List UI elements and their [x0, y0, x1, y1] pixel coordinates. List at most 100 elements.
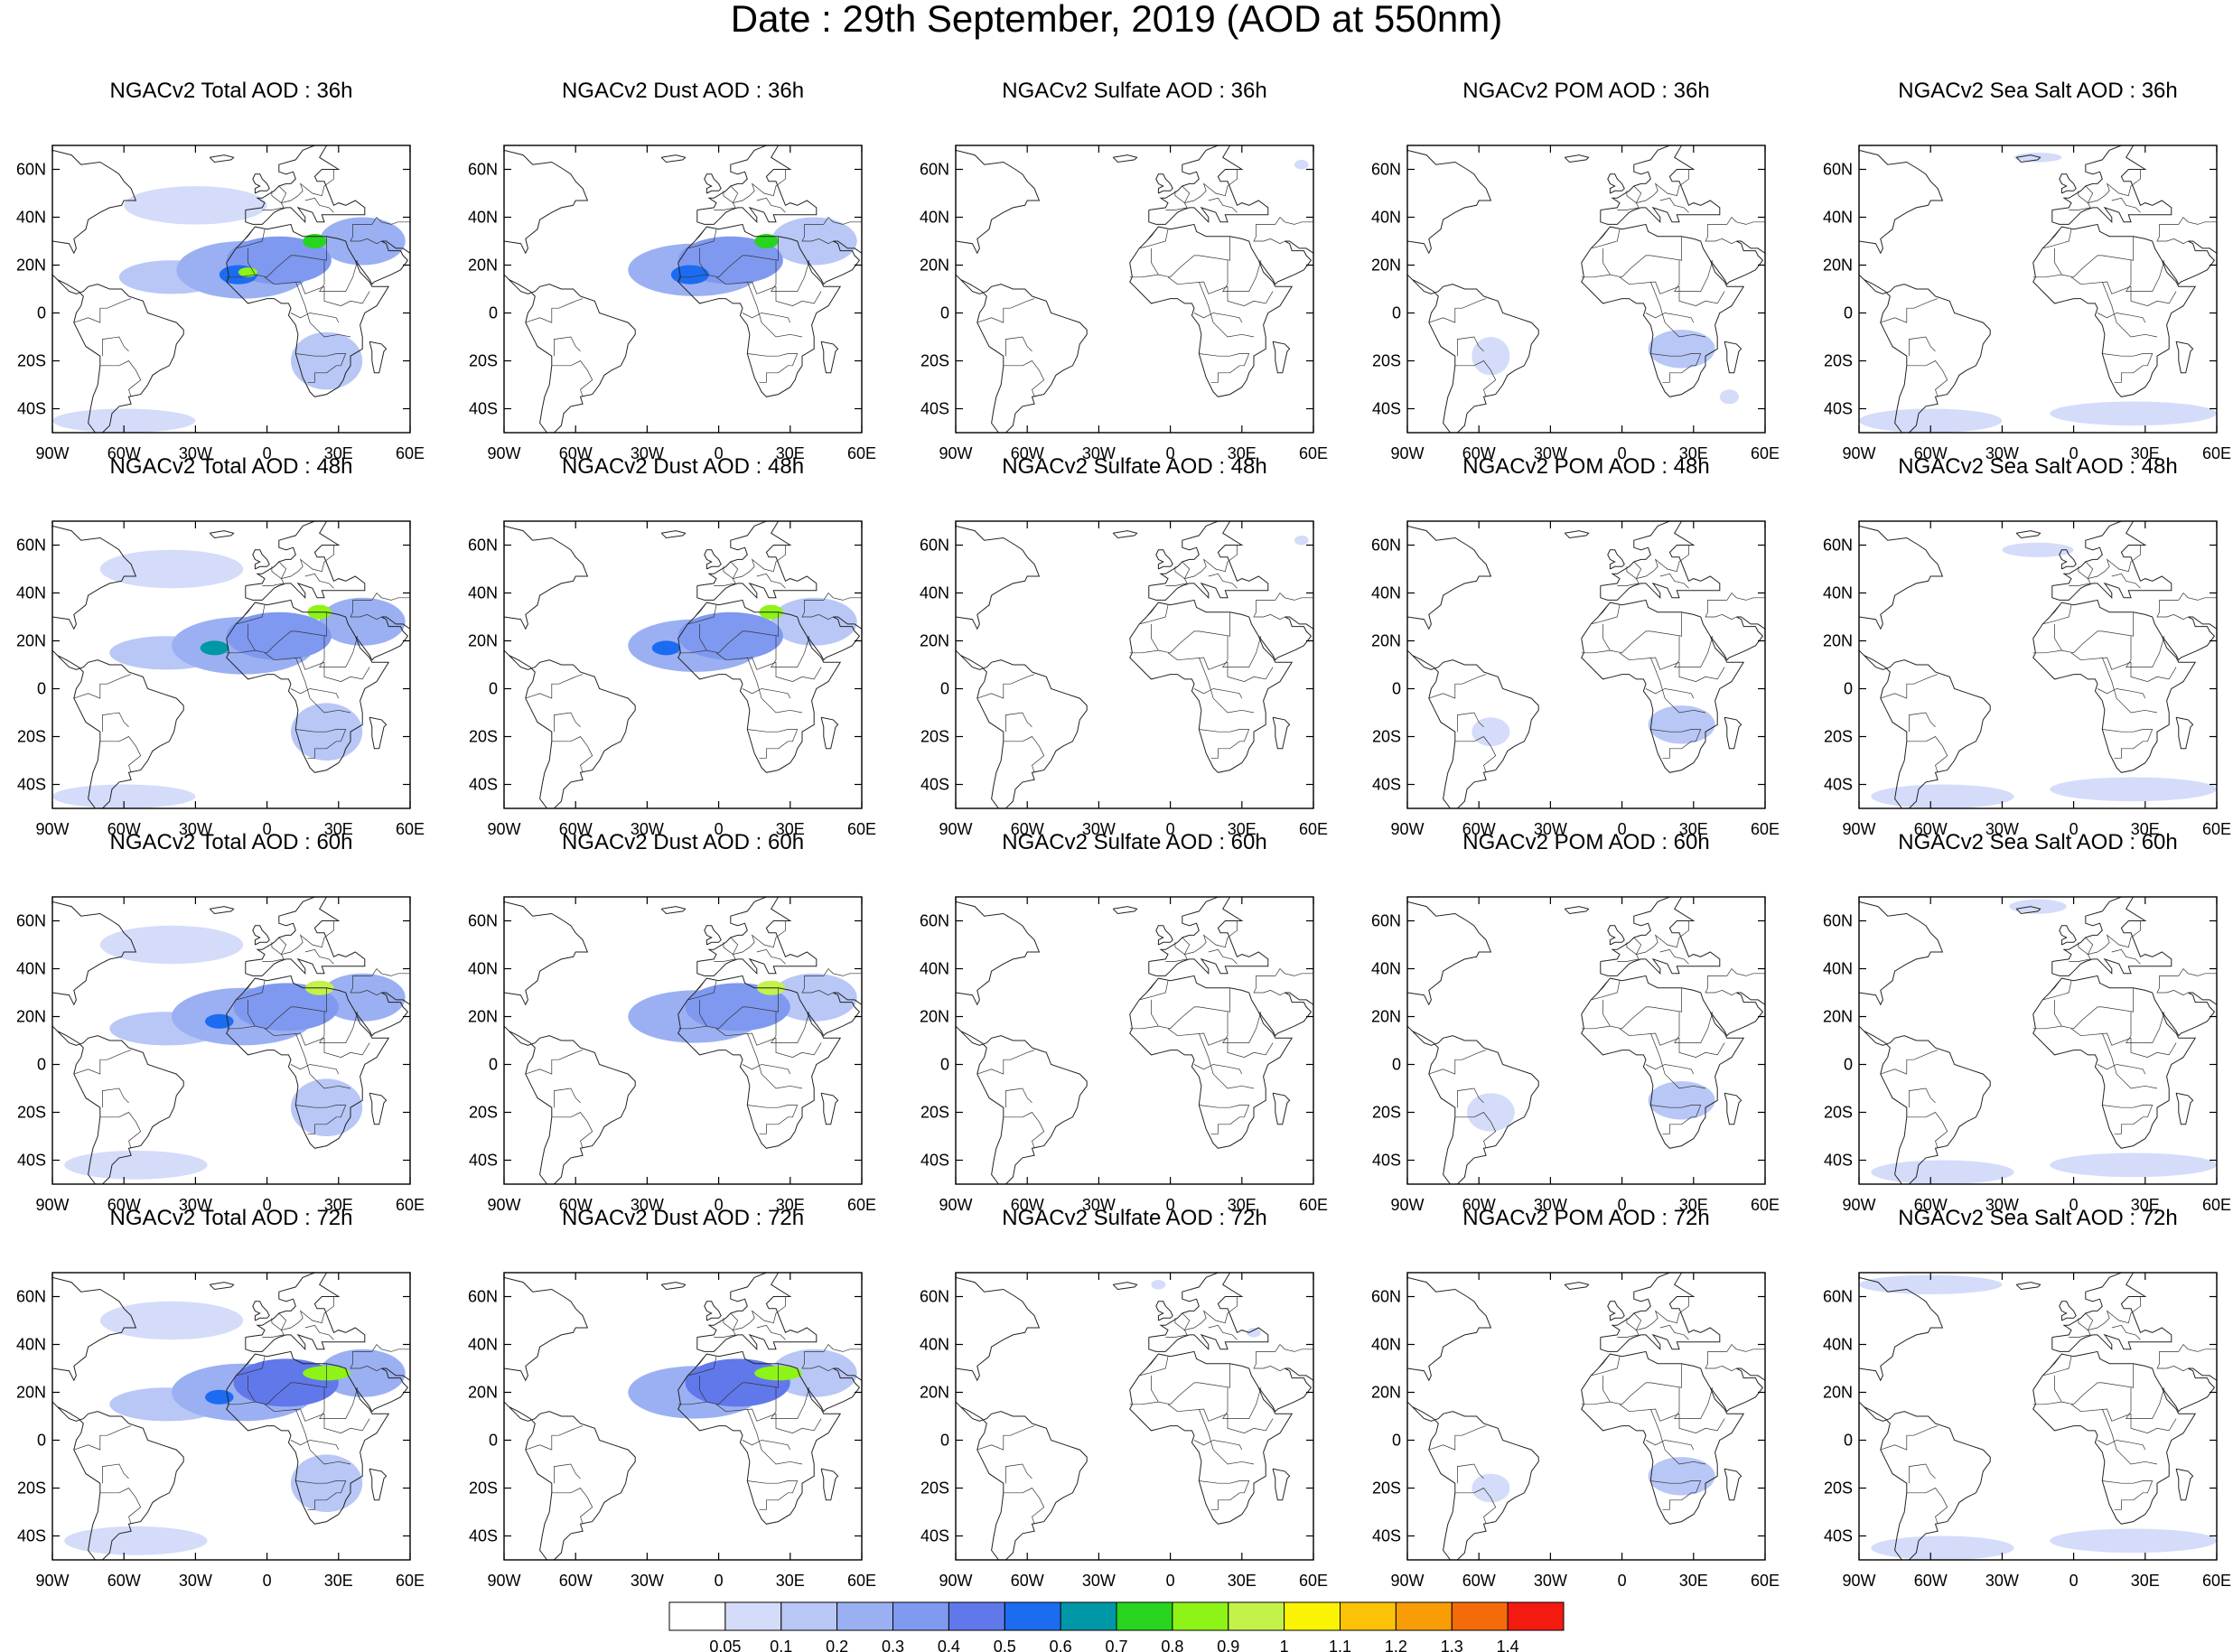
aod-blob — [1151, 1280, 1166, 1290]
lon-tick-label: 90W — [35, 1196, 69, 1210]
lat-tick-label: 20S — [469, 1479, 498, 1498]
lon-tick-label: 60W — [107, 1196, 141, 1210]
map-plot: 90W 60W 30W 0 30E 60E 60N 40N 20N 0 20S 40S — [16, 145, 425, 459]
lon-tick-label: 60W — [1462, 1196, 1496, 1210]
aod-blob — [205, 1389, 234, 1405]
lat-tick-label: 40N — [1823, 584, 1853, 602]
lon-tick-label: 0 — [1618, 820, 1627, 835]
lon-tick-label: 90W — [487, 444, 520, 459]
lon-tick-label: 30E — [1228, 1196, 1257, 1210]
coastlines — [1859, 897, 2217, 1184]
coastlines — [1859, 1273, 2217, 1560]
aod-blob — [670, 265, 709, 285]
lat-tick-label: 40N — [16, 584, 46, 602]
panel-title: NGACv2 Dust AOD : 48h — [561, 454, 805, 479]
coastlines — [956, 1273, 1313, 1560]
lon-tick-label: 60W — [1011, 820, 1044, 835]
panel-title: NGACv2 Total AOD : 36h — [109, 79, 353, 103]
panel-title: NGACv2 Dust AOD : 36h — [561, 79, 805, 103]
aod-blob — [1467, 1093, 1515, 1132]
lon-tick-label: 30E — [776, 444, 805, 459]
map-panel-seasalt-48h: NGACv2 Sea Salt AOD : 48h 90W 60W 30W 0 30E 60… — [1807, 455, 2233, 835]
map-plot: 90W 60W 30W 0 30E 60E 60N 40N 20N 0 20S 40S — [1823, 145, 2231, 459]
lat-tick-label: 60N — [468, 912, 498, 930]
lon-tick-label: 90W — [1390, 820, 1424, 835]
lon-tick-label: 60W — [1914, 820, 1948, 835]
lon-tick-label: 60W — [1011, 444, 1044, 459]
coastlines — [1407, 145, 1765, 433]
lon-tick-label: 30W — [1082, 820, 1116, 835]
lat-tick-label: 60N — [1823, 537, 1853, 555]
aod-blob — [677, 611, 783, 660]
lat-tick-label: 40S — [1824, 400, 1853, 418]
lon-tick-label: 0 — [263, 444, 272, 459]
aod-blob — [52, 408, 196, 433]
lon-tick-label: 0 — [715, 820, 724, 835]
aod-blob — [685, 1358, 790, 1407]
aod-blob — [64, 1150, 208, 1180]
country-borders — [976, 169, 1313, 397]
country-borders — [1880, 920, 2217, 1149]
lat-tick-label: 20N — [1371, 1008, 1401, 1026]
map-plot: 90W 60W 30W 0 30E 60E 60N 40N 20N 0 20S 40S — [16, 520, 425, 835]
coastlines — [956, 145, 1313, 433]
lon-tick-label: 90W — [1842, 444, 1875, 459]
lat-tick-label: 40N — [16, 960, 46, 978]
lon-tick-label: 60W — [107, 1572, 141, 1586]
lat-tick-label: 20N — [1823, 1384, 1853, 1402]
lon-tick-label: 60E — [2202, 444, 2231, 459]
lat-tick-label: 20S — [17, 728, 46, 746]
lon-tick-label: 30W — [1985, 1196, 2019, 1210]
lat-tick-label: 40N — [468, 1336, 498, 1354]
aod-field — [628, 1349, 857, 1419]
lat-tick-label: 60N — [1371, 161, 1401, 179]
coastlines — [52, 897, 410, 1184]
country-borders — [1880, 545, 2217, 773]
lat-tick-label: 40S — [1372, 1152, 1401, 1170]
aod-blob — [2050, 1528, 2217, 1554]
coastlines — [504, 1273, 862, 1560]
lon-tick-label: 60E — [847, 820, 876, 835]
lon-tick-label: 60W — [1914, 444, 1948, 459]
lon-tick-label: 60E — [2202, 1572, 2231, 1586]
lat-tick-label: 20S — [1372, 728, 1401, 746]
lat-tick-label: 40S — [920, 400, 949, 418]
lat-tick-label: 20S — [17, 1479, 46, 1498]
map-panel-pom-48h: NGACv2 POM AOD : 48h 90W 60W 30W 0 30E 60E 60N 4… — [1355, 454, 1807, 835]
aod-field — [1472, 330, 1739, 405]
lat-tick-label: 20S — [1824, 1479, 1853, 1498]
panel-title: NGACv2 POM AOD : 48h — [1462, 454, 1710, 479]
aod-blob — [685, 983, 790, 1031]
panel-title: NGACv2 POM AOD : 36h — [1462, 79, 1710, 103]
aod-blob — [64, 1526, 208, 1555]
lat-tick-label: 20S — [920, 728, 949, 746]
lon-tick-label: 30E — [776, 820, 805, 835]
lon-tick-label: 60E — [1299, 820, 1328, 835]
lon-tick-label: 30E — [2131, 444, 2160, 459]
lat-tick-label: 60N — [16, 161, 46, 179]
lat-tick-label: 40S — [17, 1152, 46, 1170]
lon-tick-label: 30E — [324, 1196, 353, 1210]
lat-tick-label: 40N — [920, 960, 949, 978]
map-panel-dust-36h: NGACv2 Dust AOD : 36h 90W 60W 30W 0 30E 60E 60N… — [452, 79, 903, 460]
lon-tick-label: 30E — [1679, 1196, 1708, 1210]
lon-tick-label: 60W — [559, 444, 593, 459]
aod-blob — [1859, 408, 2003, 433]
lon-tick-label: 30W — [1082, 1196, 1116, 1210]
aod-blob — [1294, 159, 1309, 170]
lon-tick-label: 30E — [1679, 820, 1708, 835]
aod-blob — [99, 925, 244, 965]
lat-tick-label: 0 — [489, 1056, 498, 1074]
lon-tick-label: 30W — [631, 1572, 664, 1586]
lat-tick-label: 40N — [1823, 209, 1853, 227]
lat-tick-label: 60N — [16, 537, 46, 555]
lon-tick-label: 30W — [1534, 820, 1567, 835]
lon-tick-label: 0 — [263, 1572, 272, 1586]
coastlines — [1859, 145, 2217, 433]
lon-tick-label: 0 — [263, 1196, 272, 1210]
lat-tick-label: 40S — [17, 1527, 46, 1545]
lon-tick-label: 60E — [396, 444, 425, 459]
aod-blob — [2050, 1153, 2217, 1178]
lon-tick-label: 90W — [35, 444, 69, 459]
aod-field — [628, 597, 857, 672]
